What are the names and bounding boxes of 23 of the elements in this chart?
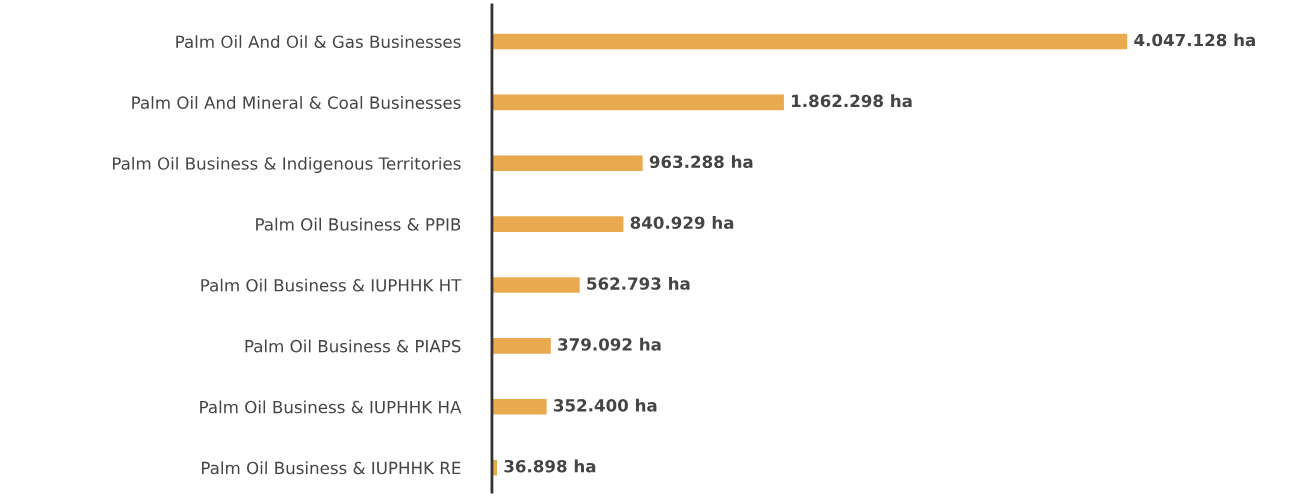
bar xyxy=(491,397,549,417)
data-label: 36.898 ha xyxy=(504,459,596,473)
bar xyxy=(491,32,1128,51)
bar xyxy=(491,93,786,112)
y-tick-label: Palm Oil Business & Indigenous Territories xyxy=(112,156,461,174)
y-tick-label: Palm Oil Business & IUPHHK RE xyxy=(202,461,461,475)
data-label: 963.288 ha xyxy=(649,155,753,169)
data-label: 1.862.298 ha xyxy=(792,94,912,108)
y-tick-label: Palm Oil And Oil & Gas Businesses xyxy=(176,35,461,49)
bar xyxy=(491,336,553,356)
data-label: 379.092 ha xyxy=(558,337,661,351)
data-label: 4.047.128 ha xyxy=(1134,33,1255,47)
bar xyxy=(491,154,645,173)
bar xyxy=(491,214,625,234)
data-label: 352.400 ha xyxy=(553,398,657,412)
data-label: 562.793 ha xyxy=(587,276,690,290)
bar xyxy=(491,275,582,295)
y-tick-label: Palm Oil And Mineral & Coal Businesses xyxy=(132,96,461,109)
y-tick-label: Palm Oil Business & PIAPS xyxy=(245,339,461,353)
y-tick-label: Palm Oil Business & PPIB xyxy=(256,217,461,231)
y-tick-label: Palm Oil Business & IUPHHK HA xyxy=(200,400,462,414)
y-tick-label: Palm Oil Business & IUPHHK HT xyxy=(201,278,462,292)
data-label: 840.929 ha xyxy=(630,216,734,229)
